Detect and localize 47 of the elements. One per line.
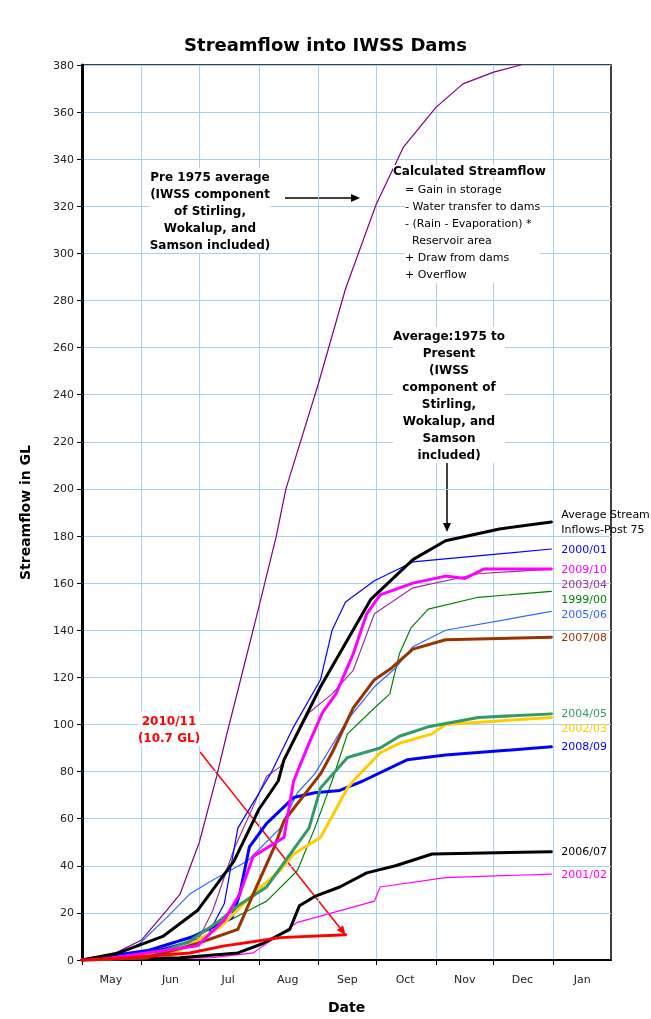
- annotation: Calculated Streamflow = Gain in storage - Water transfer to dams - (Rain - Evaporation) * Reservoir area + Draw from dams + Overflow: [393, 164, 546, 281]
- series-label: 2009/10: [561, 562, 608, 576]
- x-tick-label: Sep: [337, 973, 358, 986]
- y-tick-label: 200: [53, 482, 74, 496]
- x-tick-label: Aug: [277, 973, 299, 986]
- y-tick-label: 260: [53, 341, 74, 355]
- x-tick-label: Jun: [160, 973, 180, 986]
- y-tick-label: 100: [53, 717, 74, 731]
- series-label: 2008/09: [561, 740, 608, 754]
- chart-title: Streamflow into IWSS Dams: [184, 33, 467, 55]
- series-label: 1999/00: [561, 592, 608, 606]
- series-label: 2006/07: [561, 845, 608, 859]
- y-tick-label: 40: [60, 859, 74, 873]
- annotation: 2010/11 (10.7 GL): [137, 713, 201, 745]
- series-label: 2003/04: [561, 577, 608, 591]
- series-label: 2001/02: [561, 867, 608, 881]
- series-label: 2005/06: [561, 607, 608, 621]
- y-tick-label: 360: [53, 105, 74, 119]
- y-tick-label: 160: [53, 576, 74, 590]
- y-tick-label: 60: [60, 812, 74, 826]
- y-tick-label: 320: [53, 199, 74, 213]
- y-tick-label: 20: [60, 906, 74, 920]
- x-axis-title: Date: [327, 999, 366, 1015]
- y-tick-label: 300: [53, 246, 74, 260]
- y-tick-label: 240: [53, 388, 74, 402]
- y-tick-label: 80: [60, 765, 74, 779]
- y-tick-label: 220: [53, 435, 74, 449]
- series-label: 2007/08: [561, 630, 608, 644]
- x-tick-label: Oct: [395, 973, 416, 986]
- y-tick-label: 340: [53, 152, 74, 166]
- x-tick-label: Jul: [220, 973, 235, 986]
- annotation: Pre 1975 average (IWSS component of Stirling, Wokalup, and Samson included): [149, 169, 271, 252]
- series-label: 2002/03: [561, 722, 608, 736]
- y-axis-title: Streamflow in GL: [17, 444, 33, 581]
- x-tick-label: Dec: [511, 973, 534, 986]
- y-tick-label: 0: [67, 953, 74, 967]
- y-tick-label: 180: [53, 529, 74, 543]
- annotation: Average:1975 to Present (IWSS component of Stirling, Wokalup, and Samson included): [393, 328, 505, 462]
- x-tick-label: May: [99, 973, 123, 986]
- y-tick-label: 380: [53, 58, 74, 72]
- y-tick-label: 140: [53, 623, 74, 637]
- y-tick-label: 120: [53, 670, 74, 684]
- x-tick-label: Jan: [572, 973, 591, 986]
- y-tick-label: 280: [53, 294, 74, 308]
- series-label: 2000/01: [561, 542, 608, 556]
- series-label: 2004/05: [561, 707, 608, 721]
- x-tick-label: Nov: [454, 973, 477, 986]
